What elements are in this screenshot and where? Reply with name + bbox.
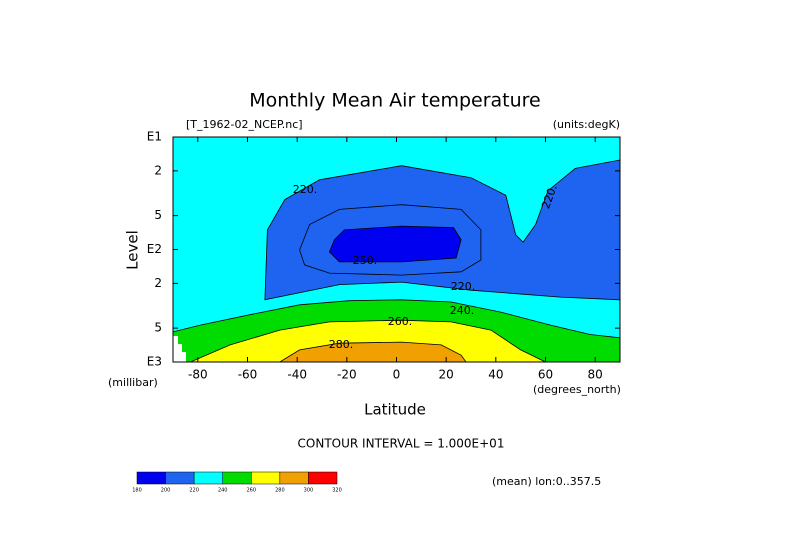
y-units: (millibar)	[108, 376, 158, 389]
y-tick-label: E2	[147, 242, 162, 256]
colorbar-box	[308, 471, 338, 485]
contour-region	[328, 225, 462, 263]
x-tick-label: 40	[488, 368, 503, 382]
contour-label: 240.	[450, 304, 475, 317]
x-tick-label: 60	[538, 368, 553, 382]
contour-label: 220.	[293, 183, 318, 196]
colorbar-box	[251, 471, 281, 485]
x-tick-label: -80	[188, 368, 208, 382]
contour-label: 220.	[451, 280, 476, 293]
colorbar-label: 280	[275, 488, 285, 494]
colorbar-label: 240	[218, 488, 228, 494]
y-tick-label: 5	[154, 208, 162, 222]
x-axis-title: Latitude	[364, 401, 426, 419]
x-tick-label: 20	[439, 368, 454, 382]
y-axis-title: Level	[124, 230, 142, 270]
x-tick-label: 0	[393, 368, 401, 382]
colorbar-label: 300	[304, 488, 314, 494]
colorbar-box	[165, 471, 195, 485]
colorbar-label: 260	[247, 488, 257, 494]
y-tick-label: 2	[154, 276, 162, 290]
colorbar-label: 180	[132, 488, 142, 494]
contour-region	[279, 341, 467, 362]
contour-label: 280.	[329, 338, 354, 351]
mean-note: (mean) lon:0..357.5	[492, 475, 601, 488]
contour-interval: CONTOUR INTERVAL = 1.000E+01	[298, 437, 505, 451]
y-tick-label: E3	[147, 355, 162, 369]
chart-title: Monthly Mean Air temperature	[249, 90, 540, 112]
contour-label: 250.	[353, 254, 378, 267]
contour-label: 260.	[388, 315, 413, 328]
plot-area	[173, 137, 620, 362]
y-tick-label: 5	[154, 321, 162, 335]
contour-region	[190, 319, 546, 362]
colorbar-label: 320	[332, 488, 342, 494]
colorbar-box	[193, 471, 223, 485]
units-label: (units:degK)	[553, 118, 620, 131]
colorbar-box	[279, 471, 309, 485]
x-tick-label: 80	[588, 368, 603, 382]
overlay: 220.250.220.240.260.280.220.-80 -60 -40 -20…	[132, 130, 621, 494]
x-tick-label: -60	[238, 368, 258, 382]
source-label: [T_1962-02_NCEP.nc]	[186, 118, 303, 131]
missing-data	[173, 336, 186, 362]
colorbar-label: 220	[189, 488, 199, 494]
colorbar-box	[222, 471, 252, 485]
y-tick-label: E1	[147, 130, 162, 144]
colorbar-label: 200	[161, 488, 171, 494]
colorbar-box	[136, 471, 166, 485]
x-units: (degrees_north)	[533, 383, 621, 396]
x-tick-label: -40	[287, 368, 307, 382]
x-tick-label: -20	[337, 368, 357, 382]
contour-line	[299, 204, 482, 276]
y-tick-label: 2	[154, 163, 162, 177]
